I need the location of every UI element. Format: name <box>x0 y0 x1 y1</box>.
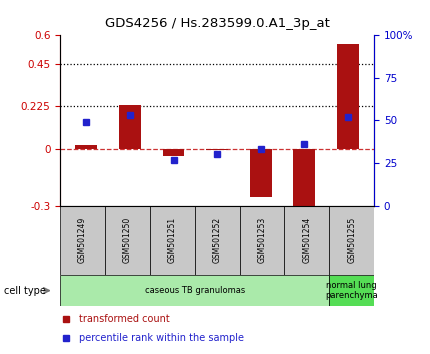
Text: GSM501252: GSM501252 <box>213 217 221 263</box>
Bar <box>240 206 284 275</box>
Text: GSM501249: GSM501249 <box>78 217 87 263</box>
Text: GSM501250: GSM501250 <box>123 217 132 263</box>
Bar <box>119 105 141 149</box>
Bar <box>284 206 329 275</box>
Bar <box>206 149 228 150</box>
Bar <box>150 206 195 275</box>
Text: cell type: cell type <box>4 286 46 296</box>
Text: normal lung
parenchyma: normal lung parenchyma <box>326 281 378 300</box>
Bar <box>293 149 315 214</box>
Bar <box>195 206 240 275</box>
Bar <box>250 149 272 197</box>
Text: GSM501255: GSM501255 <box>347 217 356 263</box>
Text: transformed count: transformed count <box>79 314 170 324</box>
Bar <box>75 145 97 149</box>
Text: percentile rank within the sample: percentile rank within the sample <box>79 333 244 343</box>
Bar <box>60 275 329 306</box>
Bar <box>105 206 150 275</box>
Text: GSM501251: GSM501251 <box>168 217 177 263</box>
Bar <box>163 149 184 156</box>
Text: GDS4256 / Hs.283599.0.A1_3p_at: GDS4256 / Hs.283599.0.A1_3p_at <box>105 17 329 29</box>
Text: GSM501254: GSM501254 <box>302 217 311 263</box>
Bar <box>60 206 105 275</box>
Bar <box>329 206 374 275</box>
Text: caseous TB granulomas: caseous TB granulomas <box>144 286 245 295</box>
Text: GSM501253: GSM501253 <box>258 217 267 263</box>
Bar <box>329 275 374 306</box>
Bar <box>337 44 359 149</box>
